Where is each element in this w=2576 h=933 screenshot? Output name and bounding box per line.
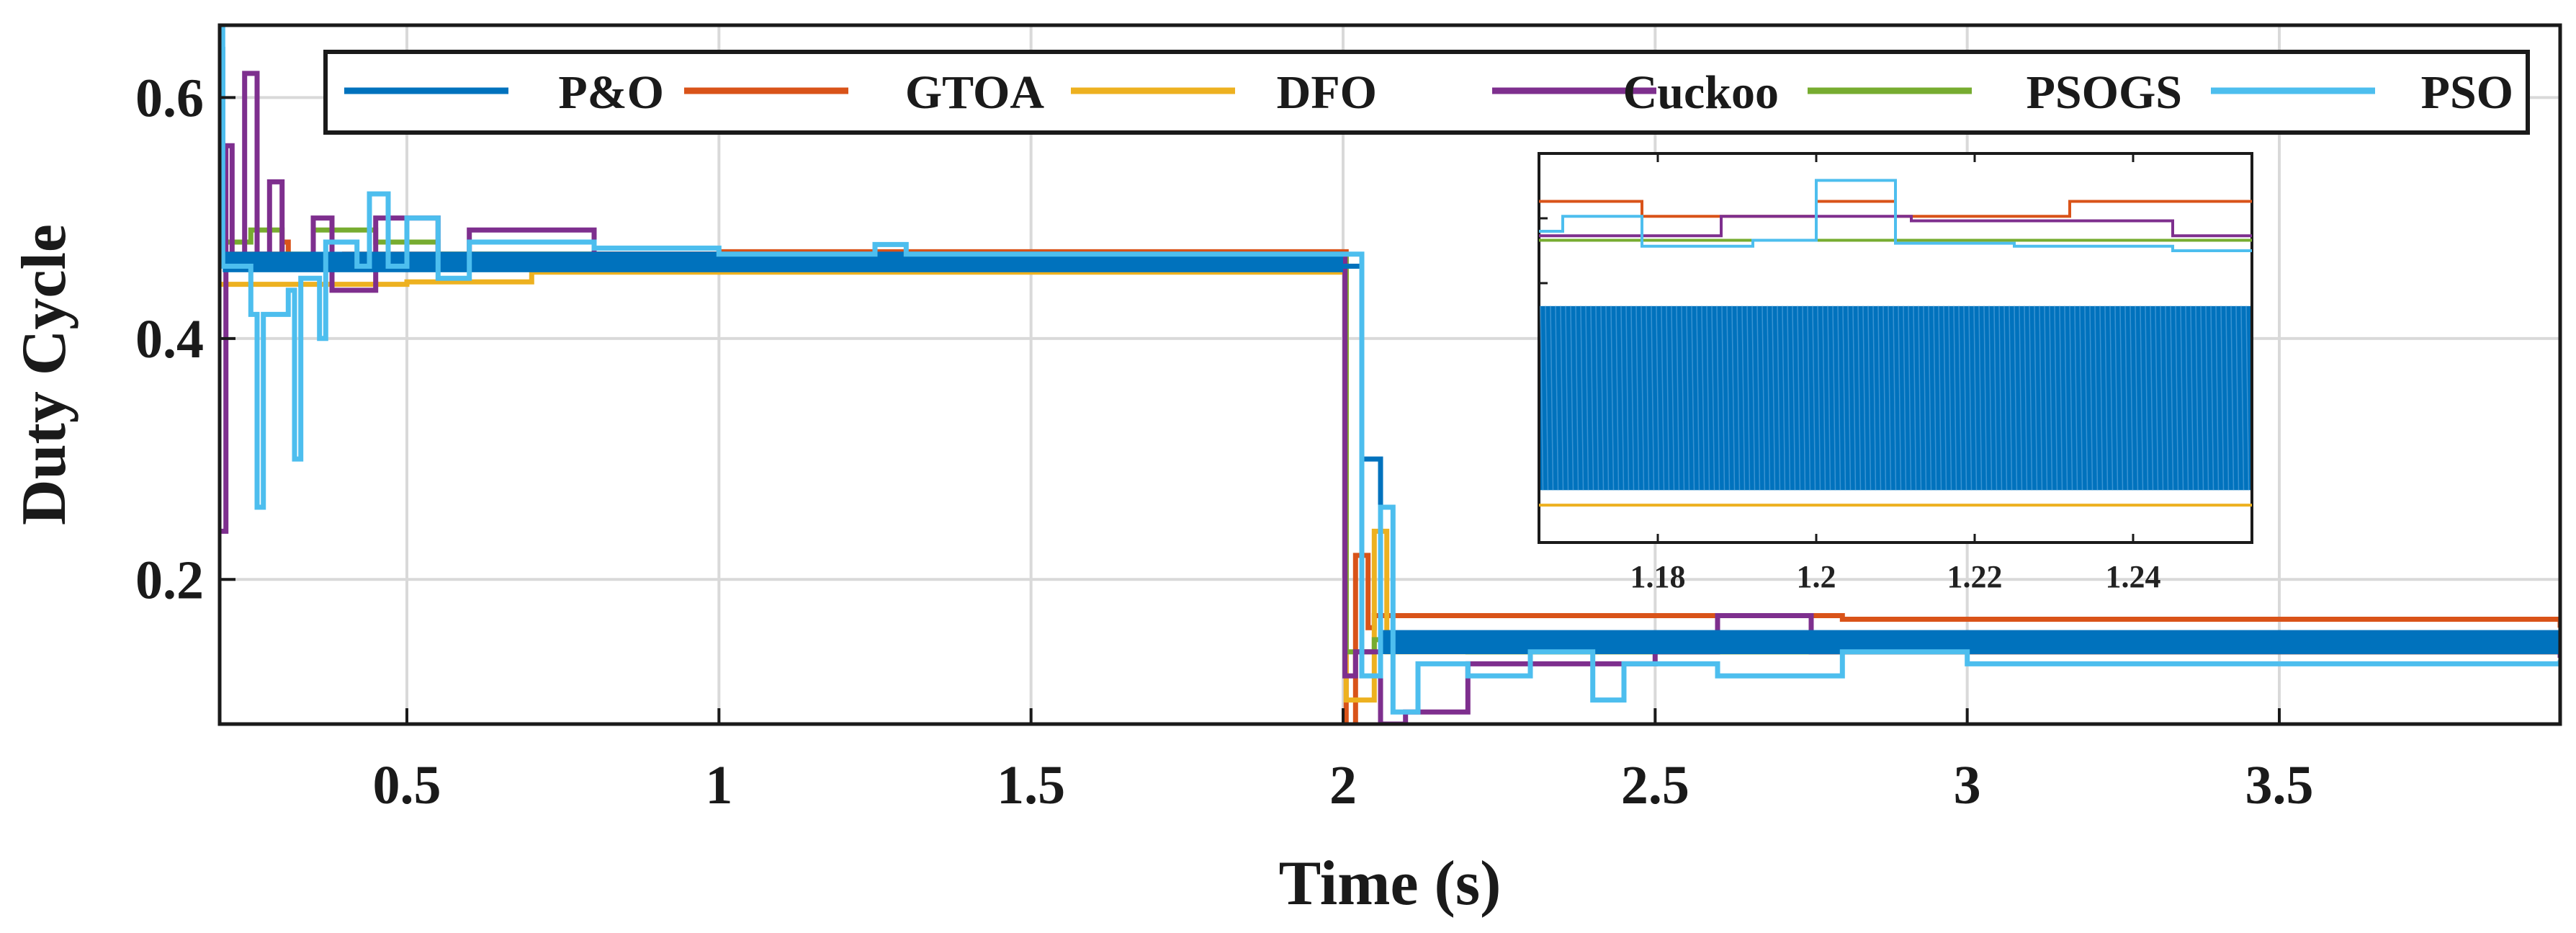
series-line-pso <box>220 25 2560 715</box>
inset-x-tick-label: 1.24 <box>2106 559 2161 594</box>
x-tick-label: 1.5 <box>997 755 1065 816</box>
x-tick-label: 2 <box>1329 755 1357 816</box>
legend-label: PSOGS <box>2027 66 2182 119</box>
inset-series-gtoa <box>1539 200 2252 218</box>
plot-frame <box>217 23 2562 726</box>
x-tick-label: 3 <box>1954 755 1981 816</box>
x-tick-label: 1 <box>705 755 732 816</box>
inset-x-tick-label: 1.18 <box>1630 559 1686 594</box>
legend-label: Cuckoo <box>1623 66 1779 119</box>
axis-ticks: 0.5 1 1.5 2 2.5 3 3.5 0.2 0.4 0.6 <box>135 68 2314 816</box>
x-tick-label: 0.5 <box>373 755 441 816</box>
legend-label: PSO <box>2421 66 2513 119</box>
x-tick-label: 3.5 <box>2245 755 2314 816</box>
inset-pando-ripple <box>1540 305 2250 491</box>
x-tick-label: 2.5 <box>1621 755 1689 816</box>
inset-series-pso <box>1539 179 2252 252</box>
inset-x-tick-label: 1.2 <box>1797 559 1836 594</box>
y-tick-label: 0.4 <box>135 309 204 370</box>
y-tick-label: 0.2 <box>135 550 204 610</box>
legend-label: P&O <box>558 66 664 119</box>
x-axis-title: Time (s) <box>1279 849 1502 919</box>
y-axis-title: Duty Cycle <box>9 224 79 525</box>
legend-label: GTOA <box>905 66 1045 119</box>
series-layer <box>220 25 2560 724</box>
inset-x-tick-label: 1.22 <box>1947 559 2003 594</box>
legend: P&O GTOA DFO Cuckoo PSOGS PSO <box>323 50 2530 135</box>
legend-label: DFO <box>1277 66 1377 119</box>
inset-series-cuckoo <box>1539 215 2252 238</box>
inset-zoom: 1.18 1.2 1.22 1.24 <box>1538 152 2253 594</box>
y-tick-label: 0.6 <box>135 68 204 128</box>
